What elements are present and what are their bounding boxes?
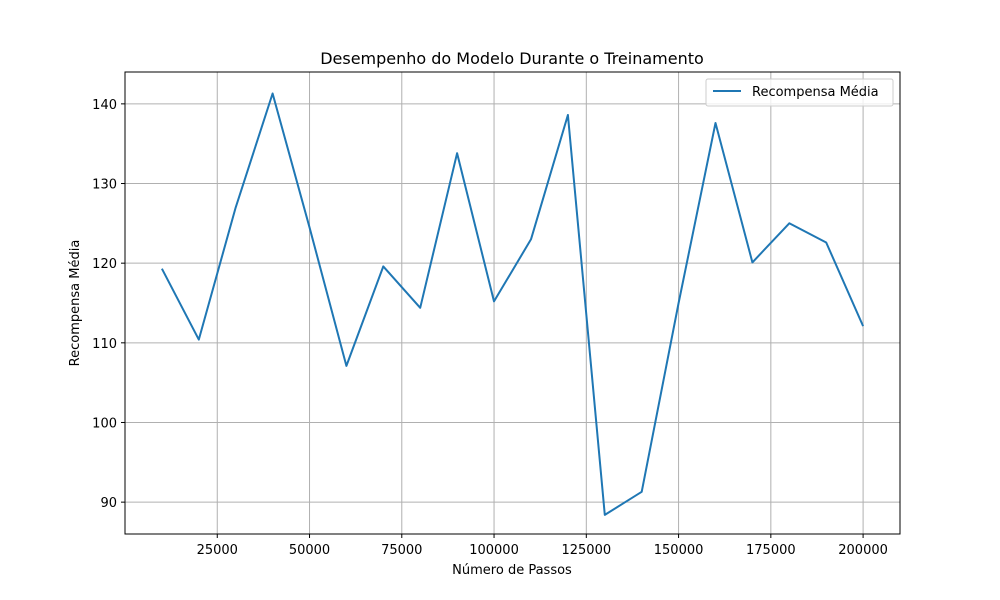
data-point [235, 206, 237, 208]
data-point [751, 261, 753, 263]
y-tick-label: 110 [92, 337, 117, 352]
data-point [788, 222, 790, 224]
data-point [382, 265, 384, 267]
data-point [530, 238, 532, 240]
data-point [161, 268, 163, 270]
data-point [345, 365, 347, 367]
data-point [641, 491, 643, 493]
x-tick-label: 100000 [469, 543, 519, 558]
series-line [161, 92, 865, 516]
x-tick-label: 50000 [289, 543, 330, 558]
x-axis-label: Número de Passos [452, 563, 572, 578]
data-point [198, 339, 200, 341]
legend-box [705, 78, 894, 107]
x-tick-label: 175000 [746, 543, 796, 558]
x-tick-label: 150000 [654, 543, 704, 558]
legend: Recompensa Média [705, 78, 894, 107]
data-point [825, 242, 827, 244]
legend-label: Recompensa Média [752, 85, 879, 100]
ticks: 25000 50000 75000 100000 125000 150000 175000 2… [92, 98, 888, 558]
data-point [493, 300, 495, 302]
y-axis-label: Recompensa Média [68, 240, 83, 367]
data-point [678, 302, 680, 304]
data-point [419, 307, 421, 309]
grid [125, 72, 900, 534]
x-tick-label: 25000 [197, 543, 238, 558]
x-tick-label: 75000 [381, 543, 422, 558]
x-tick-label: 125000 [561, 543, 611, 558]
data-point [309, 226, 311, 228]
y-tick-label: 120 [92, 257, 117, 272]
data-point [567, 114, 569, 116]
y-tick-label: 130 [92, 178, 117, 193]
y-tick-label: 90 [100, 496, 117, 511]
y-tick-label: 140 [92, 98, 117, 113]
data-point [456, 152, 458, 154]
series-layer [161, 92, 865, 516]
data-point [272, 93, 274, 95]
data-point [862, 325, 864, 327]
plot-area [124, 71, 901, 535]
chart-title: Desempenho do Modelo Durante o Treinamen… [320, 49, 704, 68]
y-tick-label: 100 [92, 416, 117, 431]
x-tick-label: 200000 [838, 543, 888, 558]
data-point [715, 122, 717, 124]
data-point [604, 514, 606, 516]
